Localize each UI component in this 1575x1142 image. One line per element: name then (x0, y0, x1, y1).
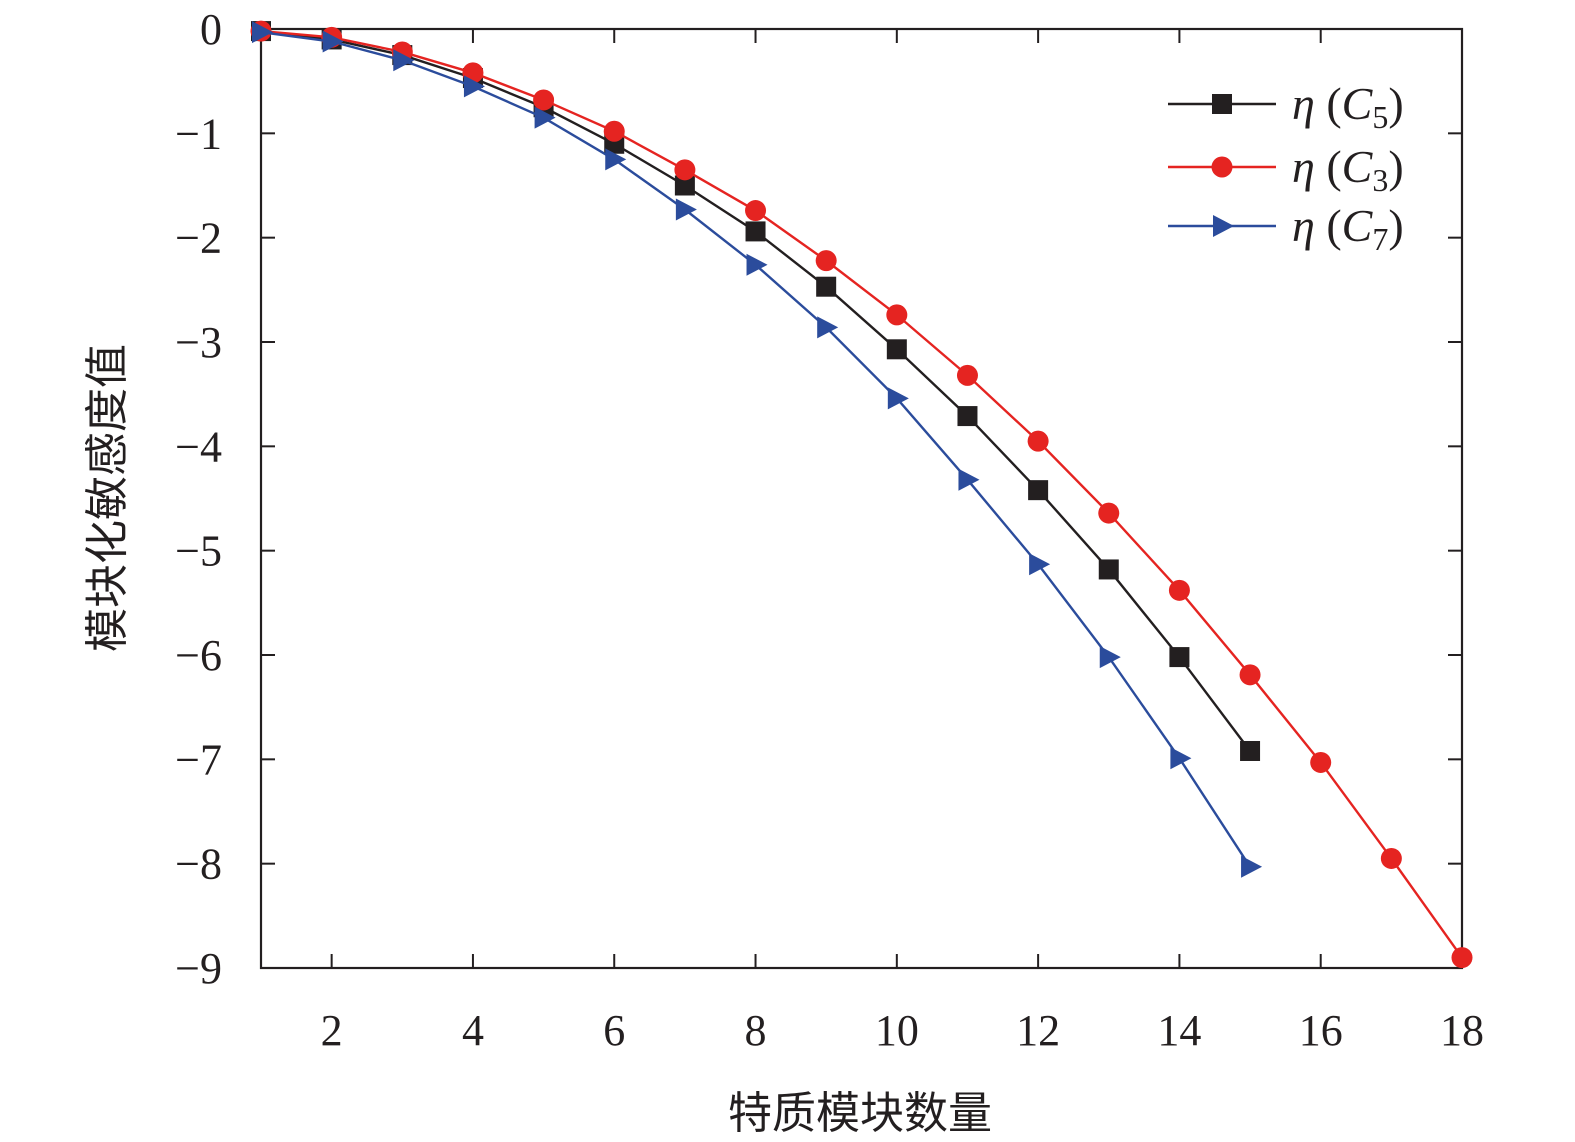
data-point (675, 198, 697, 221)
x-tick-label: 12 (1016, 1006, 1060, 1055)
data-point (886, 339, 907, 360)
legend-label-symbol: η (1292, 141, 1315, 192)
data-point (1239, 664, 1261, 686)
y-tick-label: −5 (175, 527, 222, 576)
legend-label-open: ( (1326, 78, 1341, 129)
y-tick-label: −6 (175, 631, 222, 680)
data-point (956, 364, 978, 386)
series-line (260, 30, 1252, 868)
y-tick-label: −7 (175, 735, 222, 784)
series-line (260, 29, 1252, 752)
x-tick-label: 8 (745, 1006, 767, 1055)
legend-item: η (C5) (1168, 78, 1404, 135)
legend-label-open: ( (1326, 141, 1341, 192)
data-point (816, 276, 837, 297)
data-point (1310, 751, 1332, 773)
data-point (957, 406, 978, 427)
data-point (322, 30, 344, 53)
series-2 (250, 20, 1473, 969)
data-point (815, 250, 837, 272)
data-point (674, 159, 696, 181)
data-point (1241, 855, 1263, 878)
legend-label-sub: 3 (1372, 162, 1388, 198)
x-tick-label: 4 (462, 1006, 484, 1055)
legend-label: η (C7) (1292, 200, 1404, 257)
data-point (1027, 430, 1049, 452)
axes: 2 4 6 8 10 12 14 16 18 0 −1 −2 −3 −4 −5 −6 −7 −8 −9 (175, 5, 1484, 1055)
legend-label-symbol: η (1292, 78, 1315, 129)
legend-label-close: ) (1388, 78, 1403, 129)
data-point (534, 106, 556, 129)
x-tick-label: 14 (1157, 1006, 1201, 1055)
data-point (887, 387, 909, 410)
legend-label: η (C5) (1292, 78, 1404, 135)
series-layer (250, 20, 1473, 969)
legend-item: η (C3) (1168, 141, 1404, 198)
data-point (958, 468, 980, 491)
x-tick-label: 2 (321, 1006, 343, 1055)
data-point (603, 120, 625, 142)
data-point (886, 304, 908, 326)
legend-marker (1212, 94, 1232, 114)
data-point (1028, 480, 1049, 501)
x-tick-label: 6 (603, 1006, 625, 1055)
x-tick-label: 10 (875, 1006, 919, 1055)
legend-label-close: ) (1388, 141, 1403, 192)
legend-label-sub: 7 (1372, 221, 1388, 257)
data-point (1240, 740, 1261, 761)
data-point (745, 200, 767, 222)
data-point (252, 21, 273, 44)
legend-label-base: C (1342, 78, 1374, 129)
legend: η (C5)η (C3)η (C7) (1168, 78, 1404, 257)
x-tick-label: 18 (1440, 1006, 1484, 1055)
legend-item: η (C7) (1168, 200, 1404, 257)
x-tick-label: 16 (1299, 1006, 1343, 1055)
data-point (1098, 559, 1119, 580)
data-point (674, 175, 695, 196)
legend-label-symbol: η (1292, 200, 1315, 251)
y-tick-label: −4 (175, 422, 222, 471)
legend-label-base: C (1342, 200, 1374, 251)
data-point (746, 253, 768, 276)
y-tick-label: −8 (175, 840, 222, 889)
plot-frame (259, 27, 1464, 970)
data-point (1380, 847, 1402, 869)
data-point (817, 316, 839, 339)
series-3 (252, 21, 1263, 878)
data-point (533, 89, 555, 111)
legend-marker (1213, 215, 1234, 237)
legend-label-open: ( (1326, 200, 1341, 251)
legend-marker (1211, 156, 1233, 178)
y-tick-label: −9 (175, 944, 222, 993)
data-point (605, 148, 627, 171)
x-axis-title: 特质模块数量 (728, 1088, 992, 1139)
data-point (1029, 553, 1051, 576)
data-point (1169, 647, 1190, 668)
legend-label-base: C (1342, 141, 1374, 192)
y-tick-label: −2 (175, 214, 222, 263)
y-tick-label: −1 (175, 109, 222, 158)
data-point (1099, 646, 1121, 669)
series-line (260, 29, 1463, 959)
data-point (1168, 579, 1190, 601)
data-point (1098, 502, 1120, 524)
y-tick-label: −3 (175, 318, 222, 367)
data-point (1451, 947, 1473, 969)
data-point (745, 221, 766, 242)
y-tick-label: 0 (200, 5, 222, 54)
data-point (1170, 747, 1192, 770)
legend-label-sub: 5 (1372, 99, 1388, 135)
data-point (463, 75, 485, 98)
legend-label: η (C3) (1292, 141, 1404, 198)
y-axis-title: 模块化敏感度值 (82, 344, 133, 652)
series-1 (251, 21, 1261, 761)
legend-label-close: ) (1388, 200, 1403, 251)
data-point (393, 49, 415, 72)
